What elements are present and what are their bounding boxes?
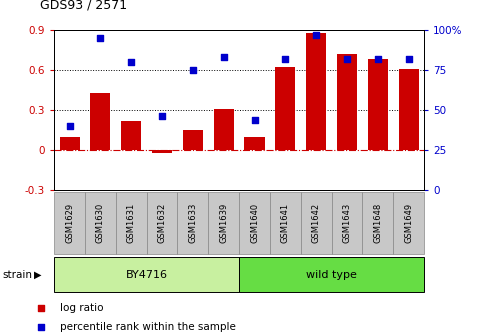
Bar [147, 192, 177, 254]
Point [282, 56, 289, 62]
Text: GSM1648: GSM1648 [373, 203, 382, 243]
Bar [331, 192, 362, 254]
Text: GSM1629: GSM1629 [65, 203, 74, 243]
Bar [213, 109, 234, 150]
Bar [270, 192, 301, 254]
Text: GSM1640: GSM1640 [250, 203, 259, 243]
Bar [152, 150, 172, 153]
Point [37, 325, 45, 330]
Bar [60, 137, 80, 150]
Point [374, 56, 382, 62]
Point [127, 59, 135, 65]
Text: GSM1642: GSM1642 [312, 203, 320, 243]
Text: GSM1643: GSM1643 [343, 203, 352, 243]
Point [343, 56, 351, 62]
Text: GDS93 / 2571: GDS93 / 2571 [40, 0, 127, 12]
Bar [90, 93, 110, 150]
Point [66, 123, 73, 129]
Point [220, 55, 228, 60]
Point [312, 32, 320, 38]
Bar [393, 192, 424, 254]
Text: GSM1639: GSM1639 [219, 203, 228, 243]
Bar [362, 192, 393, 254]
Text: strain: strain [2, 270, 33, 280]
Text: GSM1641: GSM1641 [281, 203, 290, 243]
Text: BY4716: BY4716 [126, 270, 168, 280]
Point [405, 56, 413, 62]
Text: log ratio: log ratio [60, 303, 104, 313]
Bar [54, 192, 85, 254]
Bar [208, 192, 239, 254]
Point [250, 117, 258, 122]
Bar [301, 192, 331, 254]
Point [189, 68, 197, 73]
Bar [306, 33, 326, 150]
Text: GSM1631: GSM1631 [127, 203, 136, 243]
Point [97, 36, 105, 41]
Bar [368, 59, 388, 150]
Point [37, 305, 45, 311]
Text: ▶: ▶ [34, 270, 41, 280]
Bar [337, 54, 357, 150]
Text: GSM1632: GSM1632 [158, 203, 167, 243]
Point [158, 114, 166, 119]
Bar [121, 121, 141, 150]
Bar [177, 192, 208, 254]
Text: percentile rank within the sample: percentile rank within the sample [60, 323, 236, 333]
Text: GSM1649: GSM1649 [404, 203, 413, 243]
Bar [54, 257, 239, 292]
Bar [245, 137, 265, 150]
Bar [398, 69, 419, 150]
Bar [239, 257, 424, 292]
Text: GSM1630: GSM1630 [96, 203, 105, 243]
Text: GSM1633: GSM1633 [188, 202, 197, 243]
Bar [116, 192, 147, 254]
Bar [183, 130, 203, 150]
Text: wild type: wild type [306, 270, 357, 280]
Bar [275, 68, 295, 150]
Bar [239, 192, 270, 254]
Bar [85, 192, 116, 254]
